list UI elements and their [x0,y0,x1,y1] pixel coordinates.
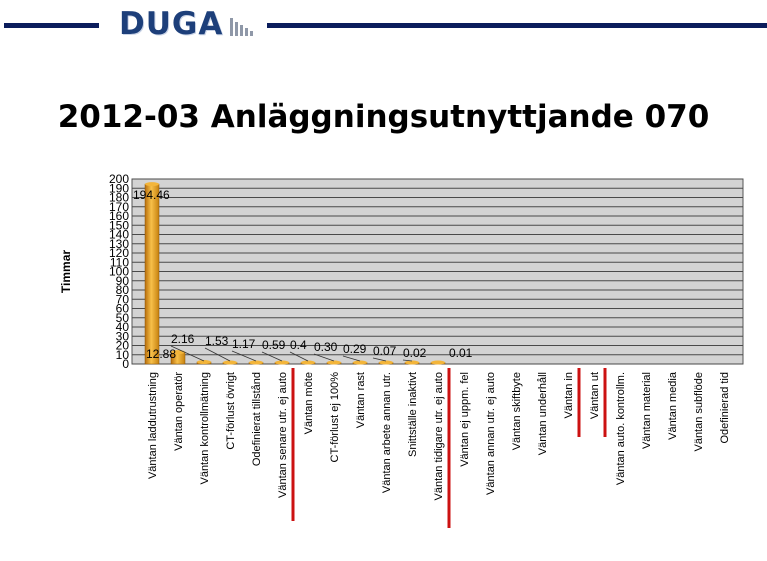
x-tick-label: Väntan auto. kontrollm. [615,372,627,485]
data-label: 1.17 [232,337,256,351]
x-tick-label: Väntan skiftbyte [511,372,523,450]
data-label: 194.46 [133,188,170,202]
y-tick-label: 100 [109,265,129,279]
x-tick-label: Väntan laddutrustning [147,372,159,479]
bar-cap [379,360,393,365]
leader-line [289,351,309,362]
x-tick-label: Väntan subflöde [693,372,705,452]
x-tick-label: Väntan tidigare utr. ej auto [433,372,445,500]
y-tick-label: 190 [109,181,129,195]
y-tick-label: 10 [116,348,130,362]
data-label: 2.16 [171,332,195,346]
x-tick-label: Väntan arbete annan utr. [381,372,393,493]
y-tick-label: 20 [116,339,130,353]
y-tick-label: 150 [109,218,129,232]
x-tick-label: Snittställe inaktivt [407,372,419,457]
y-tick-label: 120 [109,246,129,260]
bar-cap [275,360,289,365]
data-label: 0.4 [290,338,307,352]
x-tick-label: Väntan operatör [173,372,185,451]
y-tick-label: 30 [116,329,130,343]
x-tick-label: Odefinierad tid [719,372,731,444]
x-tick-label: Väntan kontrollmätning [199,372,211,485]
leader-line [261,351,283,362]
data-label: 1.53 [205,334,229,348]
bar-cap [431,360,445,365]
y-tick-label: 40 [116,320,130,334]
page-title: 2012-03 Anläggningsutnyttjande 070 [57,99,710,135]
y-tick-label: 180 [109,191,129,205]
bar-cap [145,182,159,187]
x-tick-label: Väntan media [667,371,679,440]
y-tick-label: 90 [116,274,130,288]
data-label: 0.59 [262,338,286,352]
logo-bars-icon [230,18,253,36]
x-tick-label: Väntan material [641,372,653,449]
x-tick-label: Väntan rast [355,372,367,428]
leader-line [402,359,413,362]
bar-cap [223,360,237,365]
data-label: 0.02 [403,346,427,360]
y-tick-label: 140 [109,228,129,242]
data-label: 0.29 [343,342,367,356]
y-axis-label: Timmar [59,250,73,293]
y-tick-label: 130 [109,237,129,251]
y-tick-label: 160 [109,209,129,223]
header-line-left [4,23,99,28]
bar-cap [249,360,263,365]
data-label: 0.07 [373,344,397,358]
logo-text: DUGA [119,6,224,42]
leader-line [170,345,205,362]
y-tick-label: 50 [116,311,130,325]
x-tick-label: Väntan underhåll [537,372,549,455]
bar-cap [327,360,341,365]
leader-line [372,357,387,362]
y-tick-label: 80 [116,283,130,297]
x-tick-label: Väntan ej uppm. fel [459,372,471,467]
header-line-right [267,23,767,28]
bar-cap [405,360,419,365]
data-label: 0.30 [314,340,338,354]
y-tick-label: 200 [109,172,129,186]
bar-cap [301,360,315,365]
y-tick-label: 110 [110,255,129,269]
x-tick-label: Odefinierat tillstånd [251,372,263,466]
leader-line [342,355,361,362]
x-tick-label: Väntan ut [589,372,601,419]
y-tick-label: 60 [116,302,130,316]
y-tick-label: 170 [109,200,129,214]
data-label: 12.88 [146,347,176,361]
y-tick-label: 70 [116,292,130,306]
x-tick-label: CT-förlust ej 100% [329,372,341,463]
bar [144,183,160,365]
bar-cap [197,360,211,365]
x-tick-label: Väntan möte [303,372,315,434]
x-tick-label: Väntan in [563,372,575,418]
x-tick-label: Väntan senare utr. ej auto [277,372,289,498]
y-tick-label: 0 [122,357,129,371]
data-label: 0.01 [449,346,473,360]
leader-line [204,347,231,362]
duga-logo: DUGA [115,4,260,44]
x-tick-label: Väntan annan utr. ej auto [485,372,497,495]
x-tick-label: CT-förlust övrigt [225,372,237,450]
bar-cap [353,360,367,365]
leader-line [231,350,257,362]
leader-line [313,353,335,362]
